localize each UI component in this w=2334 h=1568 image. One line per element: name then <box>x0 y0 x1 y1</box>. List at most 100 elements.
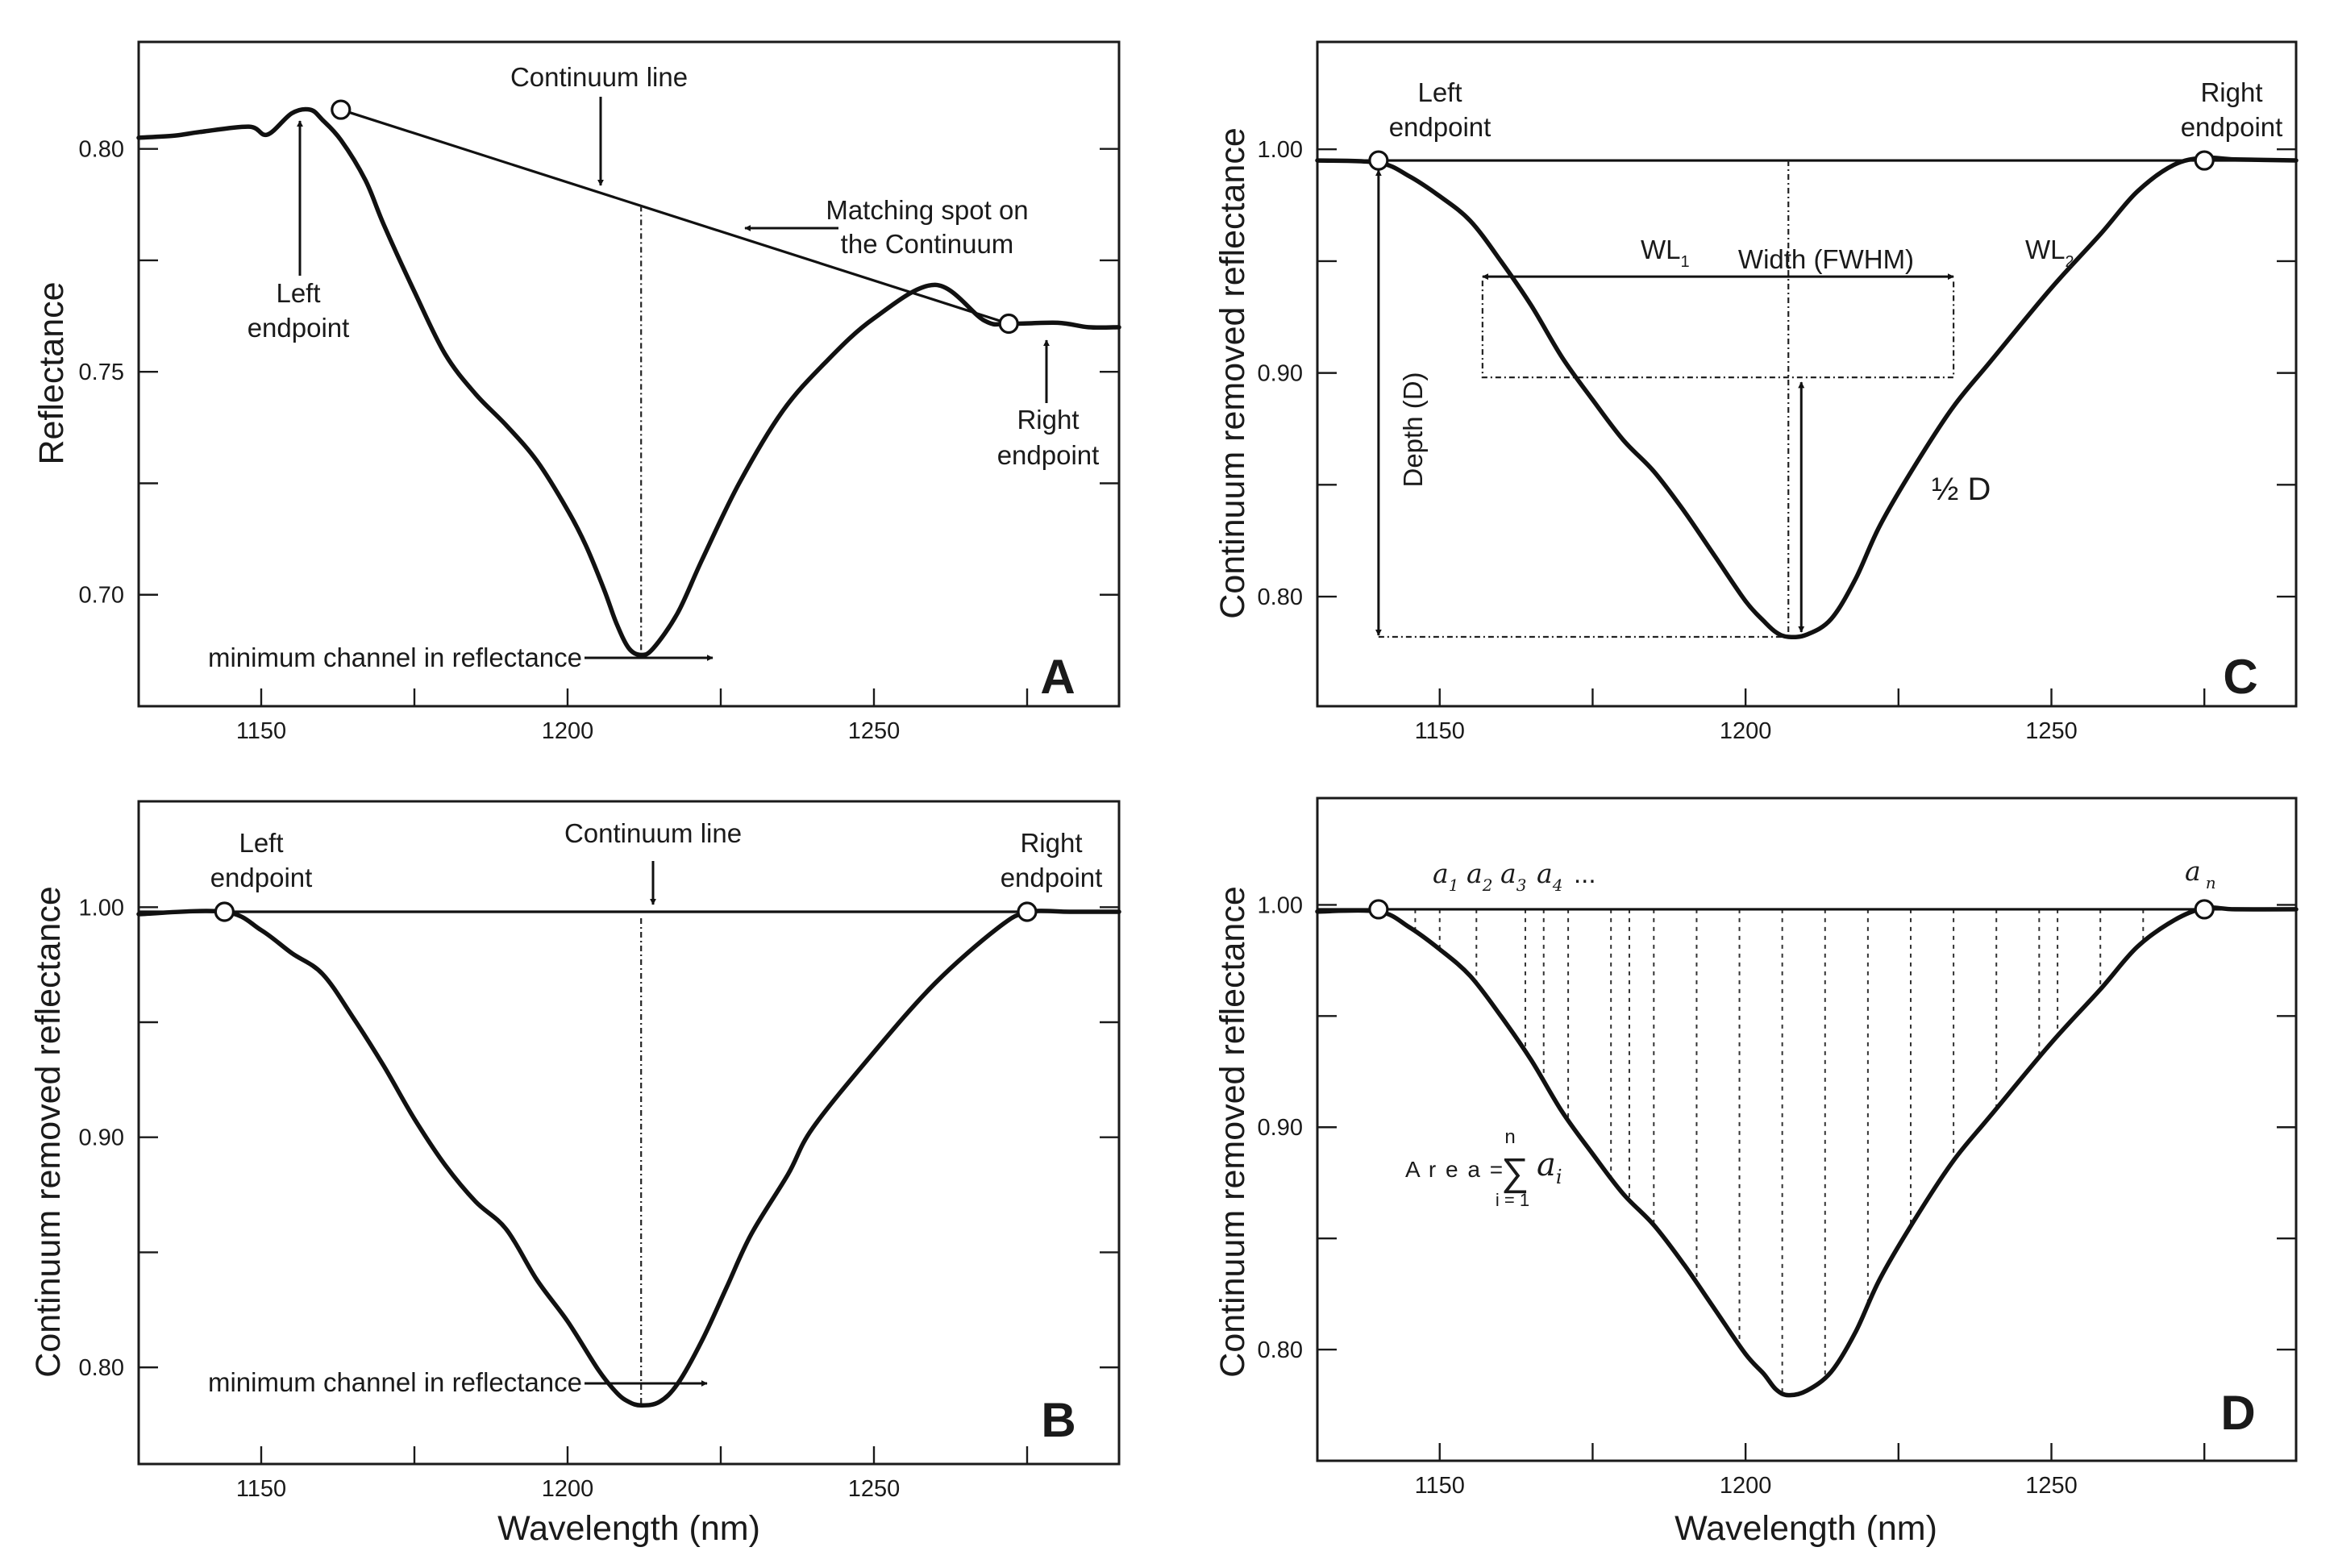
plot-frame <box>1316 796 2298 1462</box>
axis-ticks <box>1317 904 2296 1461</box>
axis-ticks <box>139 906 1119 1464</box>
panel-letter: D <box>2220 1386 2255 1440</box>
a2-label: a2 <box>1467 858 1492 895</box>
y-tick-labels: 1.00 0.90 0.80 <box>79 895 124 1381</box>
y-tick-label: 0.80 <box>1258 584 1303 610</box>
endpoint-marker <box>1368 150 1389 171</box>
x-axis-label: Wavelength (nm) <box>497 1509 760 1548</box>
endpoint-marker <box>1368 899 1389 920</box>
a1-label: a1 <box>1433 858 1458 895</box>
x-tick-labels: 1150 1200 1250 <box>236 718 900 744</box>
half-depth-label: ½ D <box>1932 472 1991 507</box>
right-endpoint-label-2: endpoint <box>997 440 1100 470</box>
x-tick-label: 1150 <box>236 1476 286 1502</box>
y-tick-label: 0.70 <box>79 583 124 609</box>
axis-ticks <box>1317 148 2296 706</box>
left-endpoint-label-1: Left <box>239 828 283 858</box>
y-tick-label: 0.90 <box>1258 1115 1303 1141</box>
left-endpoint-label-2: endpoint <box>248 313 350 343</box>
a4-label: a4 <box>1537 858 1562 895</box>
x-tick-labels: 1150 1200 1250 <box>1415 718 2078 744</box>
x-tick-label: 1150 <box>236 718 286 744</box>
x-tick-label: 1250 <box>2025 718 2078 744</box>
x-tick-label: 1150 <box>1415 1473 1465 1499</box>
minimum-label: minimum channel in reflectance <box>208 1367 582 1397</box>
a3-label: a3 <box>1500 858 1526 895</box>
x-tick-label: 1200 <box>1720 718 1772 744</box>
x-tick-label: 1150 <box>1415 718 1465 744</box>
endpoint-marker <box>998 313 1019 335</box>
wl1-label: WL1 <box>1641 235 1690 271</box>
x-tick-label: 1250 <box>2025 1473 2078 1499</box>
y-axis-label: Continuum removed reflectance <box>1213 886 1252 1377</box>
depth-label: Depth (D) <box>1398 372 1428 487</box>
left-endpoint-label-1: Left <box>1417 77 1462 107</box>
y-tick-label: 0.80 <box>79 1355 124 1381</box>
y-tick-labels: 1.00 0.90 0.80 <box>1258 137 1303 610</box>
panel-a: 0.800.750.70 1150 1200 1250 Reflectance A … <box>32 40 1121 744</box>
panel-d: 1.00 0.90 0.80 1150 1200 1250 Continuum remo… <box>1213 796 2299 1548</box>
matching-label-2: the Continuum <box>841 229 1014 259</box>
y-tick-labels: 1.00 0.90 0.80 <box>1258 892 1303 1363</box>
y-axis-label: Continuum removed reflectance <box>29 886 68 1377</box>
right-endpoint-label-1: Right <box>1017 405 1079 435</box>
spectrum-curve <box>1315 155 2299 640</box>
ellipsis-label: ... <box>1574 859 1596 888</box>
endpoints <box>214 901 1038 922</box>
sum-upper: n <box>1504 1126 1515 1148</box>
right-endpoint-label-2: endpoint <box>2181 112 2283 142</box>
endpoint-marker <box>2194 150 2215 171</box>
y-tick-label: 0.90 <box>1258 361 1303 387</box>
width-label: Width (FWHM) <box>1738 244 1914 274</box>
left-endpoint-label-1: Left <box>276 278 320 308</box>
minimum-label: minimum channel in reflectance <box>208 643 582 672</box>
right-endpoint-label-2: endpoint <box>1001 863 1103 892</box>
y-tick-label: 0.75 <box>79 360 124 385</box>
y-tick-label: 1.00 <box>1258 892 1303 918</box>
x-tick-label: 1200 <box>542 718 594 744</box>
panel-letter: C <box>2223 650 2257 704</box>
y-tick-label: 1.00 <box>79 895 124 921</box>
y-tick-label: 1.00 <box>1258 137 1303 163</box>
panel-b: 1.00 0.90 0.80 1150 1200 1250 Continuum remo… <box>29 800 1121 1548</box>
plot-frame <box>137 800 1121 1466</box>
continuum-label: Continuum line <box>510 62 688 92</box>
spectrum-curve <box>1315 905 2299 1398</box>
right-endpoint-label-1: Right <box>1020 828 1082 858</box>
x-tick-label: 1200 <box>1720 1473 1772 1499</box>
endpoint-marker <box>331 99 352 120</box>
panel-letter: A <box>1040 650 1075 704</box>
continuum-line <box>340 108 1009 326</box>
sum-symbol: ∑ <box>1501 1151 1529 1194</box>
matching-label-1: Matching spot on <box>826 195 1028 225</box>
left-endpoint-label-2: endpoint <box>210 863 313 892</box>
endpoints <box>1368 899 2215 920</box>
spectrum-curve <box>136 909 1121 1408</box>
endpoints <box>331 99 1019 335</box>
plot-frame <box>1316 40 2298 708</box>
x-tick-label: 1250 <box>848 718 901 744</box>
sum-term: ai <box>1537 1146 1562 1188</box>
continuum-label: Continuum line <box>564 818 742 848</box>
x-tick-label: 1200 <box>542 1476 594 1502</box>
sum-lower: i = 1 <box>1496 1190 1529 1210</box>
x-tick-labels: 1150 1200 1250 <box>236 1476 900 1502</box>
endpoint-marker <box>1017 901 1038 922</box>
y-tick-label: 0.80 <box>1258 1337 1303 1363</box>
wl2-label: WL2 <box>2025 235 2074 271</box>
panel-letter: B <box>1041 1393 1075 1447</box>
right-endpoint-label-1: Right <box>2200 77 2262 107</box>
y-tick-labels: 0.80 0.75 0.70 <box>79 137 124 609</box>
area-bands <box>1414 909 2145 1393</box>
y-tick-label: 0.90 <box>79 1125 124 1151</box>
area-label: A r e a = <box>1405 1157 1504 1182</box>
y-axis-label: Continuum removed reflectance <box>1213 127 1252 618</box>
x-tick-labels: 1150 1200 1250 <box>1415 1473 2078 1499</box>
fwhm-box <box>1481 281 1955 379</box>
endpoint-marker <box>214 901 235 922</box>
left-endpoint-label-2: endpoint <box>1389 112 1492 142</box>
plot-frame <box>137 40 1121 708</box>
spectrum-curve <box>136 106 1121 658</box>
